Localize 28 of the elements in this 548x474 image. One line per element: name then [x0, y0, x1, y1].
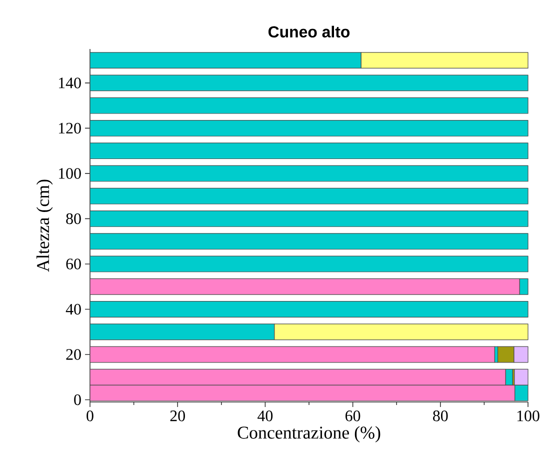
bar: [90, 210, 528, 227]
y-tick-label: 100: [58, 168, 81, 179]
y-tick-label: 120: [58, 122, 81, 134]
x-tick-label: 60: [346, 410, 360, 422]
bar: [90, 74, 528, 92]
y-tick-label: 140: [58, 78, 81, 88]
y-tick-label: 80: [66, 213, 81, 224]
bar: [90, 142, 528, 160]
bar: [90, 256, 528, 272]
bar: [90, 97, 528, 114]
x-tick-label: 20: [170, 410, 185, 422]
x-axis-title: Concentrazione (%): [238, 426, 380, 442]
y-tick-label: 60: [66, 258, 81, 270]
y-tick-label: 20: [66, 349, 81, 360]
bar: [90, 346, 496, 363]
x-tick-label: 40: [258, 410, 273, 422]
x-tick-label: 80: [433, 410, 448, 422]
bar: [90, 188, 528, 204]
bar: [90, 165, 528, 182]
x-tick-label: 100: [517, 410, 540, 422]
bar: [90, 120, 528, 136]
y-axis-title: Altezza (cm): [36, 180, 53, 272]
bar: [90, 233, 528, 250]
bar: [90, 301, 528, 318]
y-tick-label: 0: [74, 394, 81, 406]
chart-title: Cuneo alto: [268, 26, 350, 38]
x-tick-label: 0: [86, 410, 94, 422]
y-tick-label: 40: [66, 304, 81, 315]
